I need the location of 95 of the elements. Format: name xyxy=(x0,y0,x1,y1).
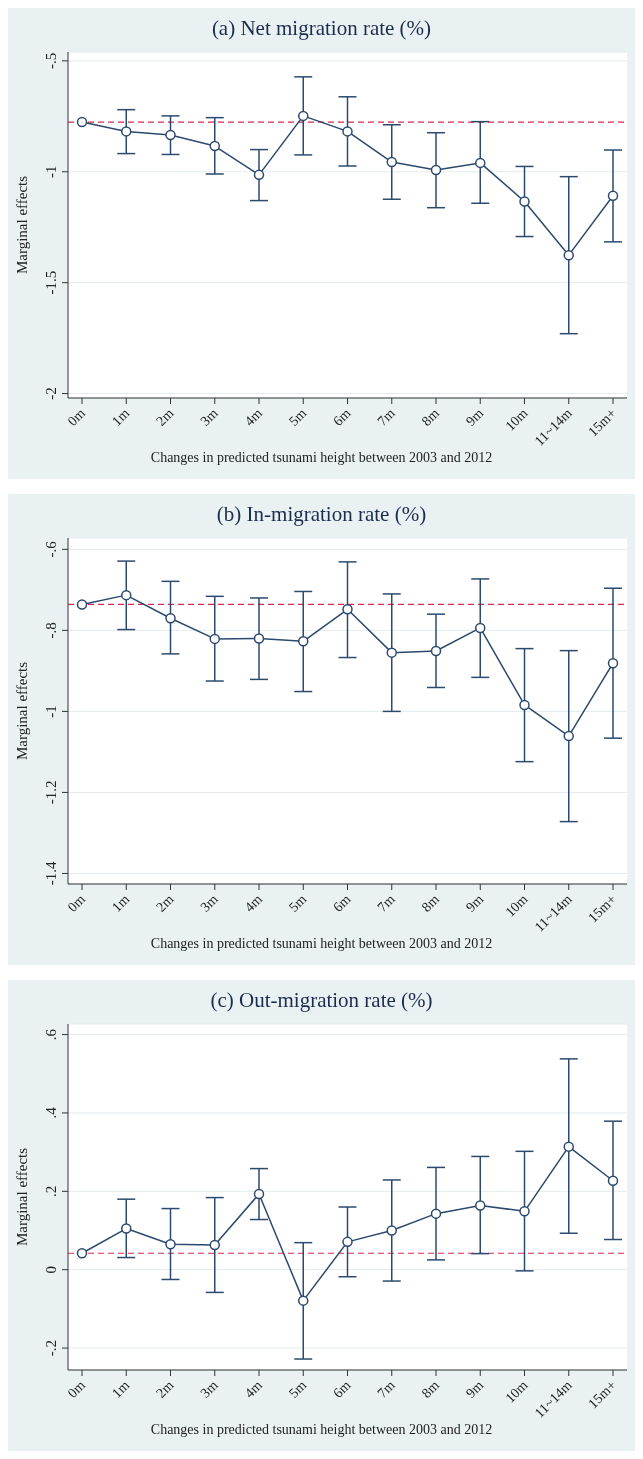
point xyxy=(253,1188,265,1200)
point xyxy=(475,157,486,169)
y-tick-label: -.2 xyxy=(43,1339,59,1357)
point xyxy=(430,645,442,657)
x-tick-label: 2m xyxy=(153,891,177,915)
chart-title: (b) In-migration rate (%) xyxy=(215,501,428,528)
x-tick-label: 2m xyxy=(153,1377,177,1401)
x-tick-label: 9m xyxy=(463,891,487,915)
x-tick-label: 8m xyxy=(418,405,443,429)
x-tick-label: 10m xyxy=(502,1377,531,1406)
point xyxy=(342,604,353,615)
point xyxy=(76,116,88,128)
point xyxy=(298,110,309,122)
x-tick-label: 0m xyxy=(64,405,89,429)
x-tick-label: 5m xyxy=(286,405,310,429)
y-tick-label: -2 xyxy=(43,387,59,400)
point xyxy=(342,126,353,137)
x-tick-label: 9m xyxy=(463,405,487,429)
y-tick-label: .4 xyxy=(43,1106,59,1119)
point xyxy=(165,129,176,141)
x-tick-label: 0m xyxy=(64,1377,89,1401)
x-tick-label: 5m xyxy=(286,891,310,915)
point xyxy=(607,657,619,669)
point xyxy=(475,622,486,634)
y-tick-label: -1 xyxy=(43,165,59,179)
point xyxy=(386,647,397,658)
point xyxy=(475,1200,486,1211)
point xyxy=(563,249,574,261)
point xyxy=(298,1295,309,1306)
point xyxy=(209,1239,220,1251)
x-tick-label: 8m xyxy=(418,891,443,915)
x-tick-label: 6m xyxy=(330,405,354,429)
x-tick-label: 3m xyxy=(197,405,221,429)
y-axis-title: Marginal effects xyxy=(14,175,31,275)
point xyxy=(209,140,220,152)
x-tick-label: 10m xyxy=(502,405,531,434)
point xyxy=(386,1225,397,1236)
point xyxy=(519,1206,530,1217)
point xyxy=(342,1236,353,1248)
x-axis-title: Changes in predicted tsunami height between 2003 and 2012 xyxy=(149,1422,494,1438)
point xyxy=(76,1247,88,1259)
point xyxy=(430,1208,442,1219)
x-axis-title: Changes in predicted tsunami height between 2003 and 2012 xyxy=(149,450,494,466)
x-tick-label: 6m xyxy=(330,891,354,915)
x-tick-label: 4m xyxy=(241,1377,266,1401)
x-tick-label: 1m xyxy=(109,891,133,915)
chart-title: (a) Net migration rate (%) xyxy=(210,15,433,42)
point xyxy=(209,633,220,645)
x-tick-label: 8m xyxy=(418,1377,443,1401)
y-tick-label: -1.4 xyxy=(43,861,59,886)
point xyxy=(607,190,619,201)
y-tick-label: -.8 xyxy=(43,622,59,639)
x-axis-title: Changes in predicted tsunami height between 2003 and 2012 xyxy=(149,936,494,952)
x-tick-label: 10m xyxy=(502,891,531,920)
point xyxy=(165,1238,176,1250)
point xyxy=(519,699,530,711)
point xyxy=(298,636,309,647)
y-tick-label: -1.5 xyxy=(43,270,59,295)
y-axis-title: Marginal effects xyxy=(14,1147,31,1247)
x-tick-label: 3m xyxy=(197,891,221,915)
point xyxy=(121,589,132,601)
point xyxy=(519,196,530,207)
chart-title: (c) Out-migration rate (%) xyxy=(209,987,434,1014)
point xyxy=(121,126,132,137)
x-tick-label: 1m xyxy=(109,405,133,429)
x-tick-label: 7m xyxy=(374,405,398,429)
y-tick-label: -.6 xyxy=(43,540,59,558)
x-tick-label: 0m xyxy=(64,891,89,915)
y-tick-label: -1 xyxy=(43,705,59,718)
x-tick-label: 4m xyxy=(241,891,266,915)
point xyxy=(563,1141,574,1152)
y-tick-label: -1.2 xyxy=(43,780,59,805)
point xyxy=(165,612,176,624)
x-tick-label: 7m xyxy=(374,1377,398,1401)
y-tick-label: -.5 xyxy=(43,52,59,69)
x-tick-label: 5m xyxy=(286,1377,310,1401)
x-tick-label: 2m xyxy=(153,405,177,429)
y-tick-label: .6 xyxy=(43,1028,59,1041)
point xyxy=(563,730,574,742)
x-tick-label: 1m xyxy=(109,1377,133,1401)
x-tick-label: 4m xyxy=(241,405,266,429)
point xyxy=(253,169,265,181)
point xyxy=(76,599,88,610)
point xyxy=(121,1223,132,1234)
y-axis-title: Marginal effects xyxy=(14,661,31,761)
point xyxy=(253,633,265,644)
point xyxy=(607,1175,619,1186)
x-tick-label: 7m xyxy=(374,891,398,915)
point xyxy=(430,164,442,176)
x-tick-label: 9m xyxy=(463,1377,487,1401)
x-tick-label: 3m xyxy=(197,1377,221,1401)
x-tick-label: 6m xyxy=(330,1377,354,1401)
y-tick-label: 0 xyxy=(43,1265,59,1274)
y-tick-label: .2 xyxy=(43,1185,59,1197)
point xyxy=(386,156,397,168)
